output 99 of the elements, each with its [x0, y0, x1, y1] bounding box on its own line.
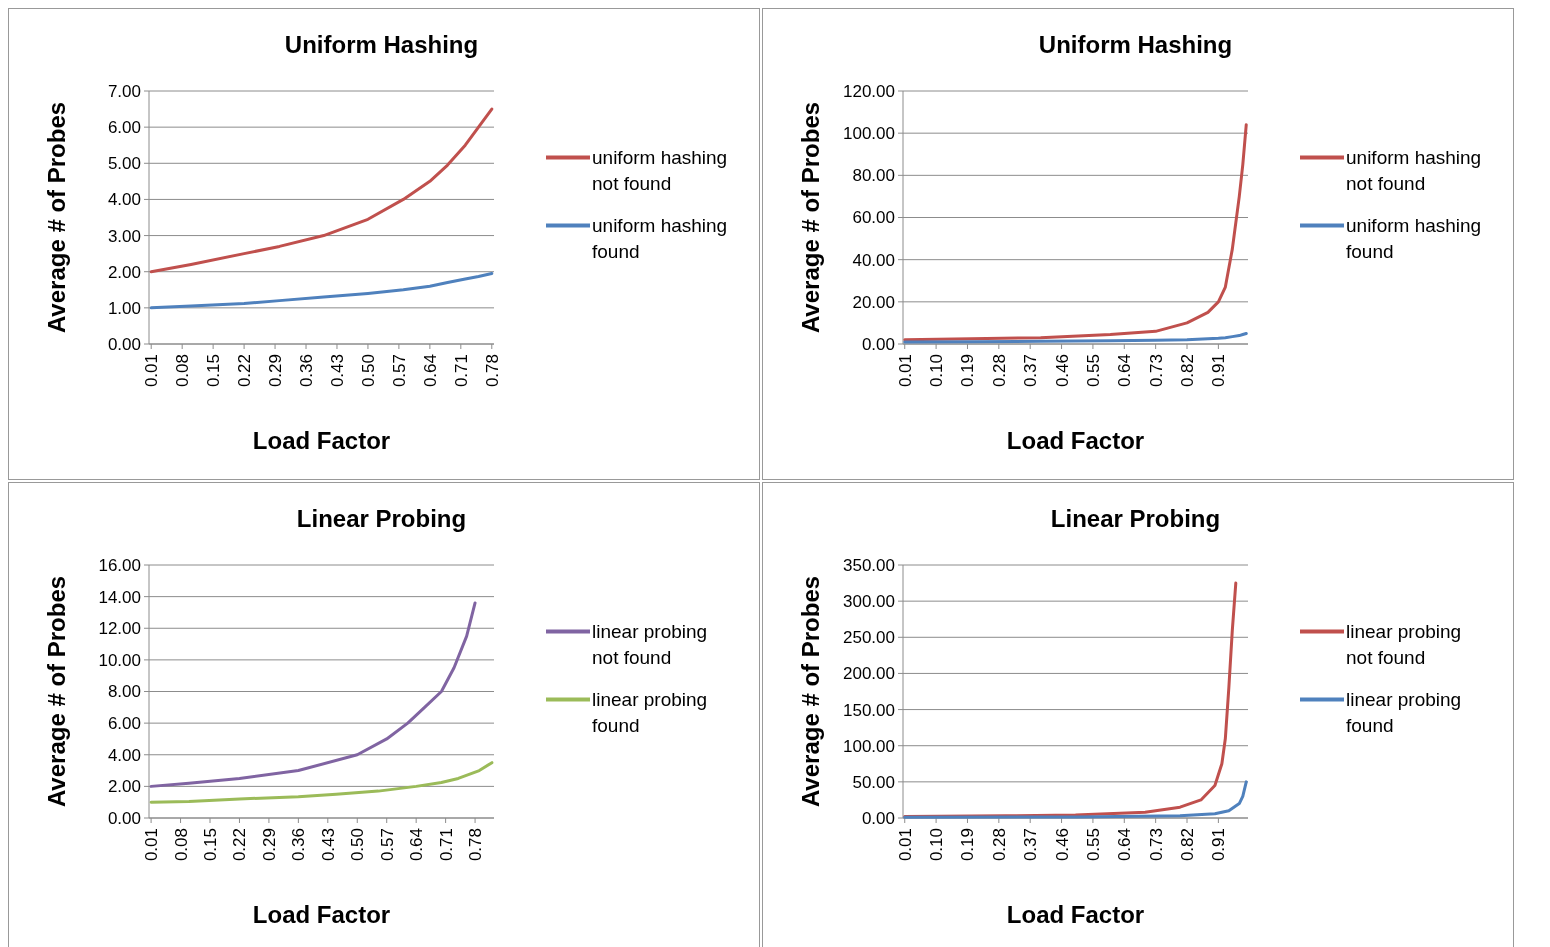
legend-label: linear probing found — [1346, 689, 1462, 736]
y-tick-label: 16.00 — [98, 555, 141, 575]
y-axis-title: Average # of Probes — [797, 101, 825, 334]
y-tick-label: 4.00 — [107, 745, 141, 765]
x-tick-label: 0.19 — [958, 354, 978, 388]
x-axis-title: Load Factor — [1006, 427, 1145, 454]
x-tick-label: 0.71 — [451, 354, 471, 388]
y-tick-label: 1.00 — [107, 298, 141, 318]
x-tick-label: 0.43 — [318, 828, 338, 862]
x-tick-label: 0.78 — [466, 828, 486, 862]
y-tick-label: 6.00 — [107, 714, 141, 734]
y-tick-label: 5.00 — [107, 154, 141, 174]
x-tick-label: 0.36 — [296, 354, 316, 388]
x-tick-label: 0.37 — [1021, 828, 1041, 862]
x-tick-label: 0.37 — [1021, 354, 1041, 388]
y-axis-title: Average # of Probes — [43, 101, 71, 334]
y-axis-title: Average # of Probes — [43, 575, 71, 808]
y-tick-label: 14.00 — [98, 587, 141, 607]
legend-label: uniform hashing not found — [592, 147, 728, 194]
x-tick-label: 0.46 — [1052, 354, 1072, 388]
legend-label: linear probing not found — [1346, 621, 1462, 668]
x-tick-label: 0.43 — [327, 354, 347, 388]
x-tick-label: 0.57 — [389, 354, 409, 388]
x-tick-label: 0.78 — [482, 354, 502, 388]
x-tick-label: 0.29 — [266, 354, 286, 388]
y-tick-label: 100.00 — [843, 124, 895, 144]
x-tick-label: 0.01 — [895, 354, 915, 388]
x-axis-title: Load Factor — [252, 427, 391, 454]
x-tick-label: 0.73 — [1146, 354, 1166, 388]
x-tick-label: 0.64 — [420, 354, 440, 388]
x-tick-label: 0.50 — [358, 354, 378, 388]
x-tick-label: 0.57 — [377, 828, 397, 862]
x-tick-label: 0.82 — [1177, 828, 1197, 862]
x-tick-label: 0.64 — [1115, 828, 1135, 862]
x-tick-label: 0.55 — [1083, 828, 1103, 862]
x-tick-label: 0.22 — [235, 354, 255, 388]
x-tick-label: 0.01 — [142, 354, 162, 388]
x-tick-label: 0.50 — [348, 828, 368, 862]
x-tick-label: 0.64 — [1115, 354, 1135, 388]
x-tick-label: 0.19 — [958, 828, 978, 862]
x-tick-label: 0.28 — [989, 354, 1009, 388]
chart-title: Uniform Hashing — [284, 31, 479, 58]
x-tick-label: 0.22 — [230, 828, 250, 862]
x-tick-label: 0.64 — [407, 828, 427, 862]
x-tick-label: 0.08 — [173, 354, 193, 388]
y-tick-label: 20.00 — [852, 292, 895, 312]
y-tick-label: 100.00 — [843, 736, 895, 756]
y-tick-label: 0.00 — [861, 334, 895, 354]
x-tick-label: 0.91 — [1209, 828, 1229, 862]
chart-title: Uniform Hashing — [1038, 31, 1233, 58]
x-tick-label: 0.01 — [895, 828, 915, 862]
x-tick-label: 0.91 — [1209, 354, 1229, 388]
y-tick-label: 150.00 — [843, 700, 895, 720]
y-tick-label: 50.00 — [852, 772, 895, 792]
legend-label: uniform hashing found — [1346, 215, 1482, 262]
x-tick-label: 0.10 — [927, 828, 947, 862]
y-tick-label: 40.00 — [852, 250, 895, 270]
legend-label: linear probing not found — [592, 621, 708, 668]
x-tick-label: 0.29 — [259, 828, 279, 862]
y-tick-label: 2.00 — [107, 262, 141, 282]
x-tick-label: 0.36 — [289, 828, 309, 862]
line-series — [149, 601, 477, 788]
chart-title: Linear Probing — [296, 505, 467, 532]
legend-label: linear probing found — [592, 689, 708, 736]
y-tick-label: 2.00 — [107, 777, 141, 797]
x-tick-label: 0.73 — [1146, 828, 1166, 862]
chart-title: Linear Probing — [1050, 505, 1221, 532]
y-tick-label: 120.00 — [843, 81, 895, 101]
y-tick-label: 0.00 — [861, 808, 895, 828]
y-tick-label: 250.00 — [843, 628, 895, 648]
y-tick-label: 7.00 — [107, 81, 141, 101]
y-tick-label: 350.00 — [843, 555, 895, 575]
y-tick-label: 8.00 — [107, 682, 141, 702]
y-tick-label: 0.00 — [107, 334, 141, 354]
y-tick-label: 12.00 — [98, 619, 141, 639]
legend-label: uniform hashing found — [592, 215, 728, 262]
x-tick-label: 0.55 — [1083, 354, 1103, 388]
x-tick-label: 0.82 — [1177, 354, 1197, 388]
x-tick-label: 0.15 — [200, 828, 220, 862]
x-axis-title: Load Factor — [1006, 901, 1145, 928]
y-axis-title: Average # of Probes — [797, 575, 825, 808]
x-tick-label: 0.08 — [171, 828, 191, 862]
x-tick-label: 0.10 — [927, 354, 947, 388]
y-tick-label: 3.00 — [107, 226, 141, 246]
x-tick-label: 0.46 — [1052, 828, 1072, 862]
y-tick-label: 80.00 — [852, 166, 895, 186]
y-tick-label: 6.00 — [107, 118, 141, 138]
y-tick-label: 200.00 — [843, 664, 895, 684]
y-tick-label: 300.00 — [843, 592, 895, 612]
x-axis-title: Load Factor — [252, 901, 391, 928]
x-tick-label: 0.71 — [436, 828, 456, 862]
y-tick-label: 0.00 — [107, 808, 141, 828]
legend-label: uniform hashing not found — [1346, 147, 1482, 194]
y-tick-label: 10.00 — [98, 650, 141, 670]
y-tick-label: 4.00 — [107, 190, 141, 210]
x-tick-label: 0.28 — [989, 828, 1009, 862]
y-tick-label: 60.00 — [852, 208, 895, 228]
x-tick-label: 0.01 — [142, 828, 162, 862]
x-tick-label: 0.15 — [204, 354, 224, 388]
